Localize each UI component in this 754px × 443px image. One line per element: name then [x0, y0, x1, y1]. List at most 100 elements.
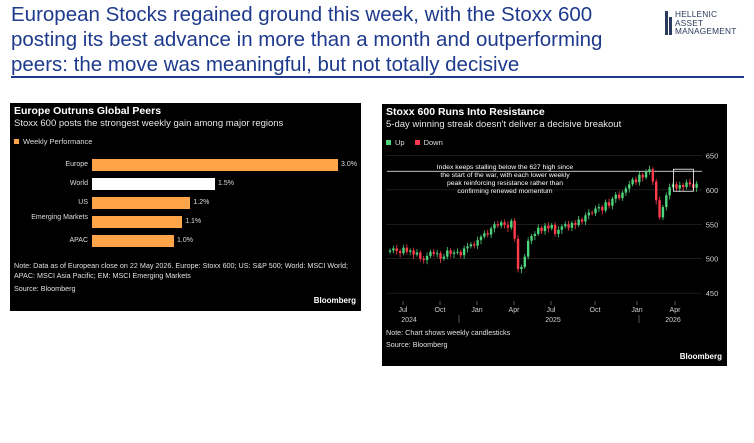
candle-body [654, 181, 658, 201]
annotation-line: the start of the war, with each lower we… [440, 172, 570, 179]
candle-body [597, 207, 601, 209]
candle-body [520, 266, 523, 270]
legend-swatch-up [386, 140, 391, 145]
y-tick-label: 500 [706, 255, 719, 264]
candle-body [496, 224, 500, 226]
candle-body [412, 250, 415, 255]
annotation-line: Index keeps stalling below the 627 high … [437, 164, 574, 171]
candle-body [651, 169, 655, 182]
y-tick-label: 650 [706, 151, 719, 160]
candle-body [392, 248, 395, 251]
candle-body [661, 207, 665, 218]
logo-line-2: ASSET [675, 17, 704, 28]
headline-rule [11, 76, 744, 78]
candle-body [439, 253, 442, 259]
candle-body [530, 235, 533, 241]
candle-body [432, 251, 436, 254]
bar-value-label: 1.1% [185, 218, 202, 225]
candle-body [398, 251, 402, 254]
chart-subtitle: 5-day winning streak doesn't deliver a d… [386, 119, 622, 130]
candle-body [574, 222, 577, 225]
candle-body [473, 244, 476, 246]
x-tick-label: Jul [399, 307, 408, 314]
candle-body [395, 248, 398, 252]
candle-body [641, 174, 644, 178]
candle-body [388, 250, 392, 252]
candle-body [658, 200, 661, 218]
candle-body [601, 207, 604, 211]
candle-body [638, 174, 641, 183]
candle-body [483, 233, 486, 237]
candle-body [547, 225, 550, 229]
candle-body [510, 220, 513, 228]
candle-body [486, 233, 489, 235]
candle-body [513, 220, 516, 239]
candle-body [631, 179, 634, 185]
candle-body [644, 171, 648, 178]
candle-body [594, 208, 597, 214]
candle-body [540, 227, 543, 232]
x-tick-label: Jan [471, 307, 482, 314]
candle-body [543, 225, 547, 232]
candle-body [564, 224, 567, 227]
bar [92, 178, 215, 190]
chart-note: Note: Chart shows weekly candlesticks [386, 328, 511, 337]
chart-note: Note: Data as of European close on 22 Ma… [14, 261, 348, 280]
headline-line-3: peers: the move was meaningful, but not … [11, 53, 520, 76]
candle-body [442, 256, 446, 259]
chart-legend: Weekly Performance [14, 137, 92, 146]
bar-value-label: 1.5% [218, 180, 234, 187]
candle-body [587, 212, 591, 216]
bar-label: APAC [69, 237, 88, 244]
candle-body [648, 169, 651, 172]
candlestick-plot: 450 500 550 600 650 Index keeps stalling belo… [386, 151, 719, 324]
legend-label-up: Up [395, 138, 405, 147]
candle-body [665, 195, 668, 208]
candle-body [469, 244, 473, 247]
bar-label: Emerging Markets [31, 214, 88, 221]
bar-label: World [69, 180, 88, 187]
candle-body [681, 185, 685, 188]
candle-body [429, 251, 432, 256]
candle-body [584, 215, 587, 222]
candle-body [503, 222, 506, 225]
legend-swatch [14, 139, 19, 144]
legend-swatch-down [414, 140, 420, 145]
candle-body [557, 229, 560, 234]
candle-body [553, 224, 557, 234]
candle-body [425, 255, 429, 261]
year-label: 2026 [665, 317, 681, 324]
chart-title: Europe Outruns Global Peers [14, 105, 162, 117]
candle-body [523, 256, 526, 267]
candle-body [604, 202, 607, 211]
y-tick-label: 550 [706, 220, 719, 229]
candle-body [462, 248, 466, 256]
candle-body [634, 179, 638, 183]
x-tick-label: Oct [590, 307, 601, 314]
candle-body [611, 198, 614, 206]
candle-body [685, 182, 688, 188]
bar-value-label: 3.0% [341, 161, 357, 168]
bar-label: Europe [65, 161, 88, 168]
candle-body [476, 240, 479, 246]
candle-body [550, 224, 553, 229]
annotation-line: confirming renewed momentum [457, 188, 553, 195]
candle-body [419, 252, 422, 259]
candle-body [580, 219, 584, 222]
bar-value-label: 1.0% [177, 237, 193, 244]
x-tick-label: Jan [631, 307, 642, 314]
year-label: 2025 [545, 317, 561, 324]
logo-mark-icon [665, 11, 672, 35]
year-label: 2024 [401, 317, 417, 324]
company-logo: HELLENIC ASSET MANAGEMENT [665, 9, 748, 40]
bar-label: US [78, 199, 88, 206]
bar [92, 216, 183, 228]
logo-line-1: HELLENIC [675, 9, 718, 19]
annotation-line: peak reinforcing resistance rather than [447, 180, 563, 187]
candle-body [526, 240, 530, 257]
candle-body [560, 226, 564, 230]
candle-body [489, 228, 493, 235]
chart-legend: Up Down [386, 138, 443, 147]
candle-body [466, 246, 469, 249]
candle-body [456, 251, 459, 253]
